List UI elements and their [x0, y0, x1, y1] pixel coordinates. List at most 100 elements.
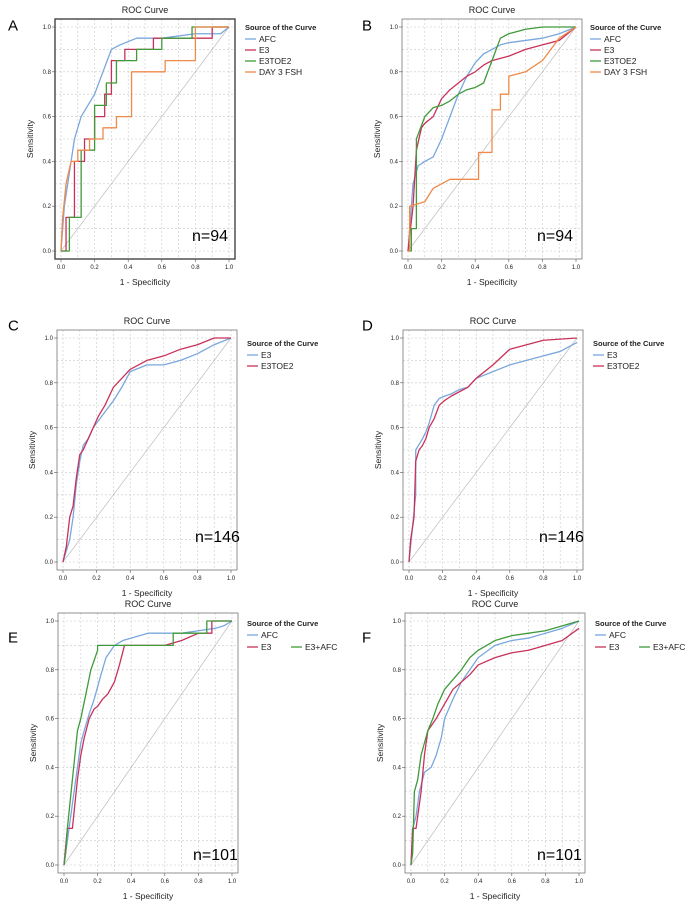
y-tick-label: 0.0 [43, 249, 52, 255]
x-tick-label: 0.4 [124, 265, 133, 271]
y-axis-label: Sensitivity [28, 723, 38, 762]
roc-curve-e3toe2 [408, 337, 578, 563]
x-tick-label: 1.0 [572, 265, 581, 271]
y-tick-label: 0.8 [391, 381, 400, 387]
sample-size-annotation: n=94 [192, 228, 228, 245]
y-tick-label: 0.0 [46, 863, 55, 869]
chart-title: ROC Curve [469, 5, 516, 15]
y-tick-label: 0.2 [393, 814, 402, 820]
y-tick-label: 1.0 [390, 25, 399, 31]
x-axis-label: 1 - Specificity [467, 277, 518, 287]
roc-panel-c: C ROC Curve 0.0 0.2 0.4 0.6 0.8 1.0 0.0 0.2 0.4 0.6… [8, 316, 318, 598]
x-tick-label: 0.2 [440, 879, 449, 885]
roc-panel-f: F ROC Curve 0.0 0.2 0.4 0.6 0.8 1.0 0.0 0.2 0.4 0.6… [362, 599, 685, 901]
x-tick-label: 0.8 [193, 576, 202, 582]
reference-diagonal [408, 337, 578, 563]
sample-size-annotation: n=146 [539, 529, 584, 546]
panel-letter: B [362, 17, 372, 34]
y-axis-label: Sensitivity [372, 119, 382, 158]
roc-curve-e3 [407, 26, 577, 252]
legend-entry: E3 [261, 350, 272, 360]
x-tick-label: 1.0 [227, 576, 236, 582]
legend-entry: E3TOE2 [604, 56, 637, 66]
x-tick-label: 0.6 [505, 265, 514, 271]
legend-entry: E3TOE2 [259, 56, 292, 66]
x-tick-label: 0.2 [437, 265, 446, 271]
x-tick-label: 0.2 [90, 265, 99, 271]
plot-frame [56, 329, 238, 571]
chart-title: ROC Curve [122, 5, 169, 15]
roc-curve-afc [63, 620, 233, 866]
roc-curve-e3-afc [410, 620, 580, 866]
x-tick-label: 0.8 [191, 265, 200, 271]
x-tick-label: 0.4 [472, 576, 481, 582]
y-tick-label: 0.2 [46, 814, 55, 820]
x-tick-label: 0.0 [59, 576, 68, 582]
y-tick-label: 0.6 [46, 717, 55, 723]
legend-title: Source of the Curve [247, 339, 318, 348]
legend-entry: E3+AFC [305, 642, 337, 652]
x-tick-label: 0.6 [158, 265, 167, 271]
y-tick-label: 0.4 [45, 470, 54, 476]
x-tick-label: 0.4 [474, 879, 483, 885]
panel-letter: E [8, 629, 18, 646]
legend-entry: E3 [259, 45, 270, 55]
y-tick-label: 0.8 [46, 668, 55, 674]
x-axis-label: 1 - Specificity [470, 891, 521, 901]
y-tick-label: 0.0 [390, 249, 399, 255]
x-axis-label: 1 - Specificity [122, 588, 173, 598]
chart-title: ROC Curve [470, 316, 517, 326]
panel-letter: F [362, 629, 371, 646]
reference-diagonal [62, 337, 232, 563]
x-tick-label: 0.0 [407, 879, 416, 885]
x-tick-label: 0.6 [508, 879, 517, 885]
legend-entry: AFC [259, 34, 276, 44]
roc-curve-e3 [410, 627, 580, 866]
y-tick-label: 0.0 [391, 560, 400, 566]
legend-title: Source of the Curve [247, 619, 318, 628]
grid-lines [405, 613, 585, 873]
roc-curve-day-3-fsh [60, 26, 229, 252]
x-tick-label: 0.0 [405, 576, 414, 582]
y-tick-label: 0.6 [393, 717, 402, 723]
legend-entry: E3TOE2 [607, 361, 640, 371]
chart-title: ROC Curve [124, 316, 171, 326]
y-tick-label: 0.2 [391, 515, 400, 521]
roc-curve-e3 [408, 341, 578, 563]
roc-panel-a: A ROC Curve 0.0 0.2 0.4 0.6 0.8 1.0 0.0 0.2 0.4 0.6… [8, 5, 316, 287]
y-tick-label: 1.0 [45, 336, 54, 342]
legend-entry: AFC [604, 34, 621, 44]
x-tick-label: 1.0 [228, 879, 237, 885]
sample-size-annotation: n=94 [537, 228, 573, 245]
y-tick-label: 1.0 [43, 25, 52, 31]
panel-letter: A [8, 17, 18, 34]
x-tick-label: 0.8 [194, 879, 203, 885]
x-tick-label: 0.6 [161, 879, 170, 885]
x-axis-label: 1 - Specificity [120, 277, 171, 287]
x-tick-label: 0.8 [538, 265, 547, 271]
sample-size-annotation: n=101 [193, 847, 238, 864]
legend-entry: DAY 3 FSH [604, 67, 647, 77]
chart-title: ROC Curve [472, 599, 519, 609]
x-tick-label: 0.4 [127, 879, 136, 885]
y-axis-label: Sensitivity [25, 119, 35, 158]
y-tick-label: 0.2 [43, 204, 52, 210]
x-tick-label: 0.6 [160, 576, 169, 582]
y-tick-label: 0.6 [391, 426, 400, 432]
y-axis-label: Sensitivity [375, 723, 385, 762]
x-tick-label: 0.4 [126, 576, 135, 582]
y-tick-label: 0.2 [390, 204, 399, 210]
grid-lines [403, 330, 583, 570]
legend-entry: E3+AFC [653, 642, 685, 652]
y-tick-label: 0.0 [45, 560, 54, 566]
y-tick-label: 0.4 [46, 765, 55, 771]
legend: Source of the Curve AFC E3 E3+AFC [247, 619, 337, 652]
chart-title: ROC Curve [125, 599, 172, 609]
y-axis-label: Sensitivity [373, 430, 383, 469]
x-tick-label: 1.0 [225, 265, 234, 271]
grid-lines [55, 19, 235, 259]
legend-title: Source of the Curve [593, 339, 664, 348]
y-tick-label: 1.0 [393, 619, 402, 625]
